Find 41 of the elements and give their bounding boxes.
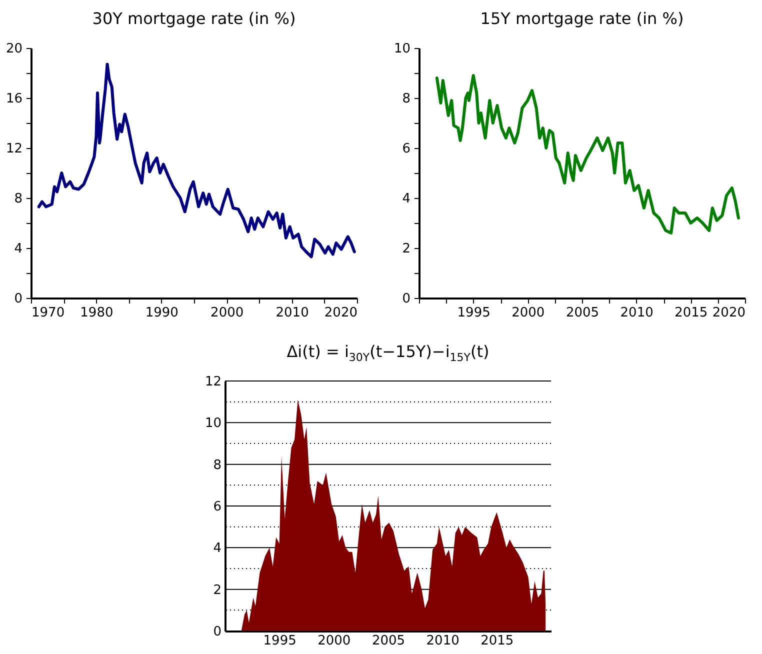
y-tick-label: 8 bbox=[402, 92, 410, 106]
x-tick-label: 2005 bbox=[372, 634, 406, 648]
chart-title: 15Y mortgage rate (in %) bbox=[479, 9, 685, 28]
y-tick-label: 0 bbox=[213, 624, 222, 640]
line-series bbox=[435, 74, 740, 234]
y-tick-label: 0 bbox=[14, 292, 22, 306]
y-tick-label: 12 bbox=[204, 374, 222, 390]
x-tick-label: 2000 bbox=[318, 634, 351, 648]
y-tick-label: 16 bbox=[6, 92, 22, 106]
x-tick-label: 2000 bbox=[512, 306, 545, 320]
y-tick-label: 2 bbox=[402, 242, 410, 256]
y-tick-label: 10 bbox=[394, 42, 410, 56]
y-tick-label: 20 bbox=[6, 42, 22, 56]
x-tick-label: 2000 bbox=[210, 306, 244, 320]
line-series bbox=[37, 62, 356, 258]
y-tick-label: 4 bbox=[14, 242, 22, 256]
chart-title: Δi(t) = i$_{30Y}$(t−15Y)−i$_{15Y}$(t) bbox=[286, 342, 490, 364]
x-tick-label: 1995 bbox=[263, 634, 296, 648]
y-tick-label: 8 bbox=[14, 192, 22, 206]
y-tick-label: 6 bbox=[402, 142, 410, 156]
y-tick-label: 2 bbox=[213, 582, 222, 598]
x-tick-label: 2020 bbox=[324, 306, 358, 320]
x-tick-label: 1995 bbox=[457, 306, 490, 320]
y-tick-label: 12 bbox=[6, 142, 22, 156]
x-tick-label: 2010 bbox=[426, 634, 460, 648]
y-tick-label: 10 bbox=[204, 416, 222, 432]
y-tick-label: 6 bbox=[213, 500, 222, 514]
x-tick-label: 1980 bbox=[80, 306, 114, 320]
y-tick-label: 0 bbox=[402, 292, 410, 306]
y-tick-label: 8 bbox=[213, 458, 222, 473]
chart-title: 30Y mortgage rate (in %) bbox=[91, 9, 297, 28]
x-tick-label: 1970 bbox=[32, 306, 65, 320]
y-tick-label: 4 bbox=[402, 192, 410, 206]
x-tick-label: 2020 bbox=[712, 306, 746, 320]
x-tick-label: 2010 bbox=[620, 306, 654, 320]
x-tick-label: 2005 bbox=[566, 306, 600, 320]
x-tick-label: 2015 bbox=[480, 634, 514, 648]
y-tick-label: 4 bbox=[213, 541, 222, 556]
x-tick-label: 2010 bbox=[276, 306, 309, 320]
x-tick-label: 1990 bbox=[145, 306, 178, 320]
x-tick-label: 2015 bbox=[674, 306, 708, 320]
